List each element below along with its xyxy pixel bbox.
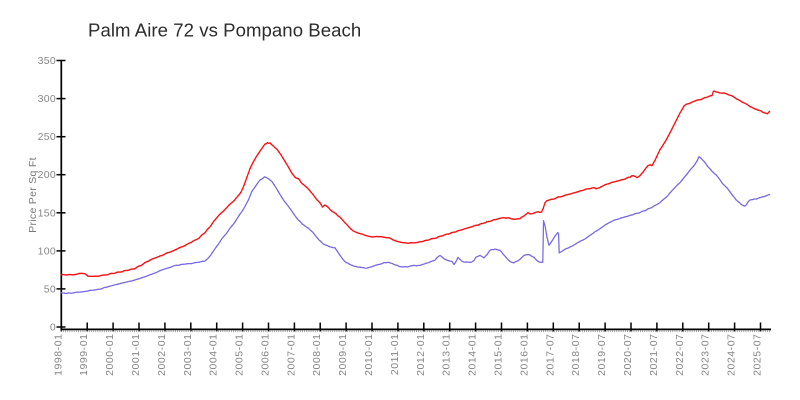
svg-text:2006-01: 2006-01 xyxy=(260,334,272,376)
svg-text:2017-07: 2017-07 xyxy=(544,334,556,376)
svg-text:2009-01: 2009-01 xyxy=(337,334,349,376)
svg-text:250: 250 xyxy=(38,131,56,143)
svg-text:0: 0 xyxy=(50,322,56,334)
svg-text:Price Per Sq Ft: Price Per Sq Ft xyxy=(27,157,39,233)
svg-text:2024-07: 2024-07 xyxy=(726,334,738,376)
svg-text:2004-01: 2004-01 xyxy=(208,334,220,376)
svg-text:2001-01: 2001-01 xyxy=(130,334,142,376)
svg-text:2012-01: 2012-01 xyxy=(415,334,427,376)
svg-text:300: 300 xyxy=(38,93,56,105)
svg-text:Palm Aire 72 vs Pompano Beach: Palm Aire 72 vs Pompano Beach xyxy=(88,20,361,41)
svg-text:1999-01: 1999-01 xyxy=(78,334,90,376)
svg-text:2019-07: 2019-07 xyxy=(596,334,608,376)
svg-text:2018-07: 2018-07 xyxy=(570,334,582,376)
svg-text:2002-01: 2002-01 xyxy=(156,334,168,376)
svg-text:2010-01: 2010-01 xyxy=(363,334,375,376)
svg-text:2020-07: 2020-07 xyxy=(622,334,634,376)
svg-text:350: 350 xyxy=(38,55,56,67)
svg-text:2022-07: 2022-07 xyxy=(674,334,686,376)
svg-text:2011-01: 2011-01 xyxy=(389,334,401,376)
svg-text:200: 200 xyxy=(38,169,56,181)
svg-text:2016-01: 2016-01 xyxy=(518,334,530,376)
svg-text:100: 100 xyxy=(38,245,56,257)
svg-text:2015-01: 2015-01 xyxy=(493,334,505,376)
svg-text:2013-01: 2013-01 xyxy=(441,334,453,376)
svg-text:2007-01: 2007-01 xyxy=(285,334,297,376)
svg-text:2021-07: 2021-07 xyxy=(648,334,660,376)
svg-text:2023-07: 2023-07 xyxy=(700,334,712,376)
svg-text:2005-01: 2005-01 xyxy=(234,334,246,376)
svg-text:2008-01: 2008-01 xyxy=(311,334,323,376)
svg-text:1998-01: 1998-01 xyxy=(52,334,64,376)
svg-text:50: 50 xyxy=(44,283,56,295)
svg-text:150: 150 xyxy=(38,207,56,219)
svg-text:2003-01: 2003-01 xyxy=(182,334,194,376)
svg-text:2025-07: 2025-07 xyxy=(752,334,764,376)
svg-text:2014-01: 2014-01 xyxy=(467,333,479,375)
svg-text:2000-01: 2000-01 xyxy=(104,334,116,376)
